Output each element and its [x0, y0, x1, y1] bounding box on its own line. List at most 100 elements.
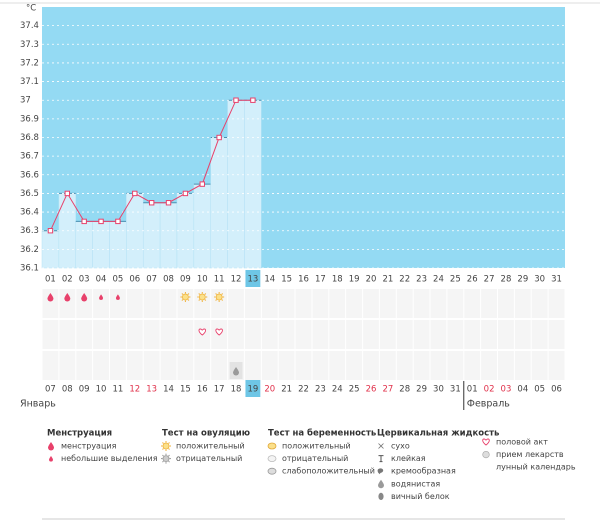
x-tick-label: 09 [180, 275, 191, 285]
cell [447, 289, 464, 318]
cell [346, 320, 363, 349]
cell [396, 289, 413, 318]
cell [109, 289, 126, 318]
cell [228, 289, 244, 318]
cell [548, 289, 565, 318]
drop [233, 367, 240, 376]
cell [430, 289, 447, 318]
date-label: 18 [231, 385, 242, 395]
legend-label: водянистая [391, 479, 440, 488]
cell [295, 351, 312, 380]
icon-heart [482, 438, 490, 446]
legend-title: Менструация [47, 429, 112, 439]
y-tick-label: 36.6 [20, 170, 39, 180]
cell [177, 289, 194, 318]
ray [187, 293, 190, 295]
date-label: 12 [129, 385, 140, 395]
disc [182, 293, 189, 301]
cell [363, 289, 379, 318]
icon-cream [377, 468, 384, 475]
cell [312, 351, 329, 380]
ray [168, 454, 170, 457]
point [233, 97, 239, 103]
icon-small-drop [99, 294, 103, 300]
bar [142, 202, 161, 269]
date-label: 09 [79, 385, 90, 395]
icon-sun [197, 292, 208, 302]
cell [295, 289, 312, 318]
ray [198, 293, 201, 295]
ray [187, 299, 190, 301]
ray [221, 293, 224, 295]
x-tick-label: 05 [113, 275, 124, 285]
y-tick-label: 36.2 [20, 245, 39, 255]
cell [498, 289, 514, 318]
ray [221, 299, 224, 301]
cell [498, 320, 514, 349]
legend-label: слабоположительный [282, 467, 375, 476]
cell [109, 351, 126, 380]
moon [483, 463, 487, 471]
date-label: 11 [113, 385, 124, 395]
date-label: 19 [247, 385, 258, 395]
x-tick-label: 28 [501, 275, 512, 285]
x-tick-label: 26 [467, 275, 478, 285]
cell [413, 289, 430, 318]
point [98, 218, 104, 225]
x-tick-label: 30 [534, 275, 545, 285]
legend-label: положительный [176, 442, 245, 451]
bar [159, 202, 178, 269]
y-tick-label: 37.1 [20, 77, 39, 87]
cell [278, 289, 295, 318]
legend-label: кремообразная [391, 467, 456, 476]
legend-label: отрицательный [282, 454, 348, 463]
y-tick-label: 36.7 [20, 152, 39, 162]
cell [312, 320, 329, 349]
drop [49, 456, 53, 462]
cell [244, 351, 261, 380]
cell [396, 351, 413, 380]
point [165, 200, 172, 206]
point [148, 200, 155, 206]
heart [482, 438, 490, 446]
icon-heart [198, 328, 207, 336]
cell [514, 351, 531, 380]
cell [329, 320, 346, 349]
y-tick-label: 36.3 [20, 226, 39, 236]
cell [93, 289, 109, 318]
icon-sun [161, 441, 171, 451]
date-label: 04 [517, 385, 528, 395]
tee [378, 455, 384, 463]
cell [59, 289, 76, 318]
date-label: 24 [332, 385, 343, 395]
ray [215, 299, 218, 301]
cell [93, 351, 109, 380]
y-tick-label: 37 [20, 96, 31, 106]
icon-preg-neg [267, 455, 277, 463]
month-label: Январь [20, 399, 56, 410]
cell [447, 320, 464, 349]
legend-label: клейкая [391, 454, 426, 463]
cell [278, 320, 295, 349]
date-label: 13 [146, 385, 157, 395]
cell [548, 320, 565, 349]
cell [160, 351, 177, 380]
cell [228, 320, 244, 349]
legend-label: лунный календарь [496, 463, 576, 472]
cell [76, 351, 93, 380]
cell [59, 320, 76, 349]
pill [482, 450, 490, 459]
cell [363, 320, 379, 349]
icon-drop [81, 293, 88, 302]
disc [198, 293, 206, 301]
disc [162, 455, 170, 463]
cell [464, 289, 481, 318]
cell [295, 320, 312, 349]
cell [278, 351, 295, 380]
ray [168, 442, 170, 444]
drop [115, 294, 120, 300]
x-tick-label: 08 [163, 275, 174, 285]
y-tick-label: 37.3 [20, 40, 39, 50]
ray [162, 454, 164, 457]
